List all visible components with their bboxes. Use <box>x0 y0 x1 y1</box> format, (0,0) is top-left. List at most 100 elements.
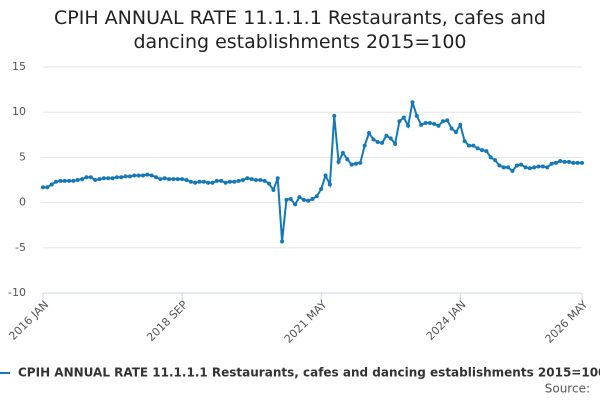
data-point <box>101 176 106 181</box>
data-point <box>297 195 302 200</box>
data-point <box>575 160 580 165</box>
data-point <box>466 143 471 148</box>
x-tick-label: 2016 JAN <box>6 298 51 343</box>
data-point <box>140 173 145 178</box>
data-point <box>340 150 345 155</box>
data-point <box>571 160 576 165</box>
data-point <box>301 197 306 202</box>
data-point <box>562 159 567 164</box>
data-point <box>484 149 489 154</box>
data-point <box>162 176 167 181</box>
data-point <box>375 140 380 145</box>
y-tick-label: 15 <box>12 60 26 73</box>
data-point <box>306 198 311 203</box>
data-point <box>580 160 584 165</box>
data-point <box>362 143 367 148</box>
data-point <box>193 180 198 185</box>
data-point <box>67 178 72 183</box>
data-point <box>397 119 402 124</box>
data-point <box>519 162 524 167</box>
data-point <box>54 179 59 184</box>
data-point <box>110 176 115 181</box>
data-point <box>419 122 424 127</box>
data-point <box>480 148 485 153</box>
data-point <box>258 178 263 182</box>
source-label: Source: <box>545 382 590 396</box>
data-point <box>440 119 445 124</box>
x-tick-label: 2024 JAN <box>424 298 469 343</box>
data-point <box>119 175 124 180</box>
data-point <box>371 137 376 142</box>
data-point <box>293 202 298 207</box>
data-point <box>540 164 545 169</box>
data-point <box>219 178 224 183</box>
data-point <box>84 175 89 180</box>
data-point <box>310 196 315 201</box>
data-point <box>406 123 411 128</box>
data-point <box>62 178 67 183</box>
data-point <box>549 161 554 166</box>
data-point <box>349 162 354 167</box>
data-point <box>545 165 550 170</box>
data-point <box>532 165 537 170</box>
data-point <box>527 166 532 171</box>
data-point <box>436 123 441 128</box>
data-point <box>114 175 119 180</box>
data-point <box>336 159 341 164</box>
data-point <box>58 178 63 183</box>
y-tick-label: 10 <box>12 105 26 118</box>
data-point <box>288 196 293 201</box>
data-point <box>249 177 254 182</box>
data-point <box>471 143 476 148</box>
data-point <box>536 164 541 169</box>
data-point <box>71 178 76 183</box>
x-tick-label: 2026 MAY <box>543 298 591 346</box>
data-point <box>414 113 419 118</box>
data-point <box>380 140 385 145</box>
series-line <box>43 101 582 242</box>
data-point <box>501 165 506 170</box>
data-point <box>41 185 45 190</box>
data-point <box>236 178 241 183</box>
data-point <box>88 175 93 180</box>
data-point <box>97 177 102 182</box>
data-point <box>149 173 154 178</box>
data-point <box>523 165 528 170</box>
data-point <box>45 185 50 190</box>
data-point <box>188 179 193 184</box>
x-tick-label: 2018 SEP <box>144 298 190 344</box>
data-point <box>497 163 502 168</box>
y-tick-label: 5 <box>19 150 26 163</box>
data-point <box>271 187 276 192</box>
data-point <box>175 177 180 182</box>
data-point <box>158 177 163 182</box>
data-point <box>227 179 232 184</box>
data-point <box>49 182 54 187</box>
data-point <box>201 179 206 184</box>
data-point <box>514 163 519 168</box>
data-point <box>493 158 498 163</box>
data-point <box>245 176 250 181</box>
data-point <box>506 165 511 170</box>
x-tick-label: 2021 MAY <box>282 298 330 346</box>
data-point <box>75 178 80 182</box>
data-point <box>145 172 150 177</box>
data-point <box>123 174 128 179</box>
data-point <box>393 141 398 146</box>
data-point <box>445 118 450 123</box>
data-point <box>93 178 98 182</box>
data-point <box>553 160 558 165</box>
data-point <box>180 177 185 182</box>
data-point <box>167 177 172 182</box>
data-point <box>458 122 463 127</box>
data-point <box>136 173 141 178</box>
data-point <box>206 180 211 185</box>
data-point <box>475 146 480 151</box>
data-point <box>232 179 237 184</box>
chart-title: CPIH ANNUAL RATE 11.1.1.1 Restaurants, c… <box>54 7 546 53</box>
data-point <box>410 100 415 105</box>
data-point <box>214 178 219 183</box>
y-tick-label: -10 <box>8 286 26 299</box>
